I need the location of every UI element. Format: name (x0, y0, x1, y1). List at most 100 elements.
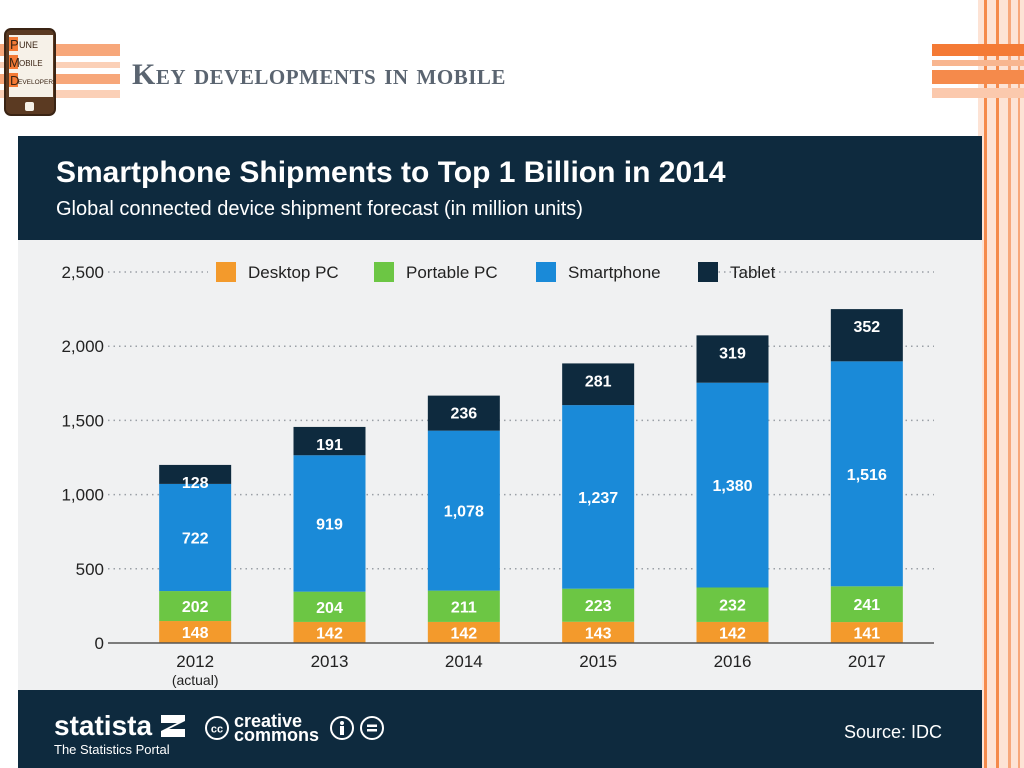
bar-smartphone (293, 455, 366, 592)
source-note: Source: IDC (843, 722, 942, 742)
legend-label-tablet: Tablet (730, 263, 776, 282)
data-label: 919 (316, 516, 343, 533)
legend-swatch-smartphone (536, 262, 556, 282)
statista-mark-icon (160, 715, 185, 737)
slide-title: Key developments in mobile (132, 58, 506, 92)
bar-desktop-pc (830, 622, 903, 643)
data-label: 142 (316, 625, 343, 642)
legend-label-portable-pc: Portable PC (406, 263, 498, 282)
data-label: 241 (853, 597, 880, 614)
brand-name: statista (54, 710, 153, 741)
cc-line-2: commons (234, 725, 320, 745)
svg-text:P: P (10, 37, 19, 52)
y-tick-label: 500 (76, 560, 104, 579)
y-tick-label: 2,500 (61, 263, 104, 282)
stacked-bar-chart: 0 500 1,000 1,500 2,000 2,500 148 202 722 128 2012… (61, 258, 934, 688)
infographic: Smartphone Shipments to Top 1 Billion in… (18, 136, 982, 768)
svg-text:M: M (9, 55, 20, 70)
bar-portable-pc (830, 586, 903, 623)
bar-smartphone (830, 361, 903, 587)
bar-tablet (293, 426, 366, 456)
infographic-footer: statista The Statistics Portal cc creati… (18, 690, 982, 768)
bar-portable-pc (696, 587, 769, 622)
bar-tablet (562, 363, 635, 406)
bar-desktop-pc (562, 621, 635, 643)
data-label: 319 (719, 345, 746, 362)
x-tick-label: 2015 (579, 652, 617, 671)
data-label: 722 (182, 530, 209, 547)
data-label: 128 (182, 475, 209, 492)
svg-text:D: D (10, 73, 19, 88)
legend-swatch-desktop-pc (216, 262, 236, 282)
data-label: 141 (853, 626, 880, 643)
data-label: 236 (450, 406, 477, 423)
data-label: 1,516 (847, 467, 887, 484)
x-tick-label: 2017 (848, 652, 886, 671)
bar-portable-pc (427, 590, 500, 622)
chart-subtitle: Global connected device shipment forecas… (56, 198, 583, 220)
data-label: 352 (853, 319, 880, 336)
data-label: 1,237 (578, 490, 618, 507)
data-label: 223 (585, 598, 612, 615)
data-label: 232 (719, 598, 746, 615)
x-tick-label: 2012 (176, 652, 214, 671)
y-tick-label: 2,000 (61, 337, 104, 356)
x-tick-sublabel: (actual) (172, 672, 219, 688)
title-initial: K (132, 58, 156, 91)
legend-swatch-tablet (698, 262, 718, 282)
data-label: 143 (585, 625, 612, 642)
bar-smartphone (159, 483, 232, 592)
chart-area: 0 500 1,000 1,500 2,000 2,500 148 202 722 128 2012… (18, 240, 982, 690)
y-tick-label: 1,000 (61, 486, 104, 505)
statista-branding: statista The Statistics Portal (54, 710, 185, 757)
bar-portable-pc (562, 588, 635, 622)
bar-tablet (696, 335, 769, 383)
bar-portable-pc (159, 591, 232, 622)
data-label: 148 (182, 625, 209, 642)
bar-tablet (427, 395, 500, 431)
brand-tagline: The Statistics Portal (54, 742, 170, 757)
legend-label-desktop-pc: Desktop PC (248, 263, 339, 282)
cc-by-icon (330, 716, 355, 740)
data-label: 204 (316, 600, 343, 617)
title-rest: ey developments in mobile (155, 58, 506, 91)
bar-desktop-pc (696, 621, 769, 643)
bar-smartphone (427, 430, 500, 591)
y-tick-label: 0 (95, 634, 104, 653)
svg-text:EVELOPERS: EVELOPERS (18, 79, 56, 86)
x-tick-label: 2013 (311, 652, 349, 671)
data-label: 281 (585, 373, 612, 390)
legend-swatch-portable-pc (374, 262, 394, 282)
chart-title: Smartphone Shipments to Top 1 Billion in… (56, 156, 726, 189)
pune-mobile-developers-logo: P UNE M OBILE D EVELOPERS (4, 28, 56, 116)
data-label: 142 (450, 625, 477, 642)
bar-smartphone (696, 382, 769, 588)
svg-text:cc: cc (211, 724, 223, 736)
data-label: 1,380 (712, 478, 752, 495)
creative-commons-badge: cc creative commons (204, 711, 385, 745)
x-tick-label: 2016 (714, 652, 752, 671)
right-border-stripes (978, 0, 1024, 768)
bar-tablet (159, 464, 232, 484)
y-tick-label: 1,500 (61, 411, 104, 430)
data-label: 211 (451, 599, 477, 616)
bar-tablet (830, 309, 903, 362)
title-right-stripes (932, 44, 1024, 98)
data-label: 142 (719, 625, 746, 642)
legend-label-smartphone: Smartphone (568, 263, 661, 282)
infographic-header: Smartphone Shipments to Top 1 Billion in… (18, 136, 982, 240)
bar-portable-pc (293, 591, 366, 622)
data-label: 191 (316, 437, 343, 454)
data-label: 1,078 (444, 504, 484, 521)
x-tick-label: 2014 (445, 652, 483, 671)
cc-icon: cc (205, 716, 229, 740)
data-label: 202 (182, 599, 209, 616)
cc-nd-icon (360, 716, 385, 740)
legend-background (208, 258, 702, 286)
svg-text:UNE: UNE (19, 40, 38, 50)
bar-desktop-pc (159, 621, 232, 643)
bar-desktop-pc (427, 621, 500, 643)
bar-smartphone (562, 405, 635, 589)
cc-line-1: creative (234, 711, 303, 731)
bar-desktop-pc (293, 621, 366, 643)
